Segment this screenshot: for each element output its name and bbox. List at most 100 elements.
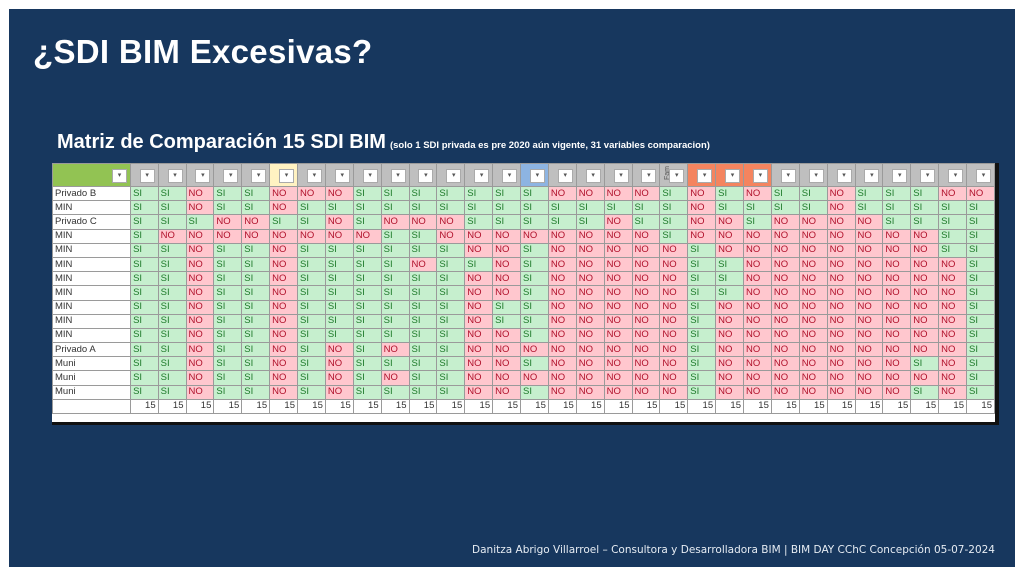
cell-no[interactable]: NO [575, 228, 605, 244]
total-cell[interactable]: 15 [966, 398, 995, 415]
cell-no[interactable]: NO [882, 327, 912, 344]
dropdown-arrow-icon[interactable]: ▾ [920, 169, 936, 183]
cell-no[interactable]: NO [826, 214, 856, 230]
cell-si[interactable]: SI [130, 384, 159, 400]
cell-si[interactable]: SI [130, 313, 159, 329]
cell-no[interactable]: NO [324, 370, 354, 386]
cell-si[interactable]: SI [324, 200, 354, 216]
cell-no[interactable]: NO [269, 356, 298, 372]
cell-no[interactable]: NO [687, 214, 717, 230]
header-filter-cell[interactable]: ▾ [603, 163, 633, 187]
cell-no[interactable]: NO [603, 313, 633, 329]
total-cell[interactable]: 15 [464, 398, 494, 415]
cell-no[interactable]: NO [603, 285, 633, 301]
cell-si[interactable]: SI [436, 200, 466, 216]
cell-si[interactable]: SI [436, 185, 466, 202]
header-filter-cell[interactable]: ▾ [715, 163, 744, 187]
cell-si[interactable]: SI [213, 256, 243, 273]
cell-si[interactable]: SI [659, 185, 689, 202]
cell-no[interactable]: NO [743, 285, 772, 301]
cell-no[interactable]: NO [324, 214, 354, 230]
cell-no[interactable]: NO [910, 271, 940, 287]
cell-si[interactable]: SI [213, 285, 243, 301]
cell-no[interactable]: NO [492, 342, 521, 358]
cell-no[interactable]: NO [297, 228, 326, 244]
cell-no[interactable]: NO [659, 370, 689, 386]
total-cell[interactable]: 15 [631, 398, 661, 415]
cell-si[interactable]: SI [130, 185, 159, 202]
dropdown-arrow-icon[interactable]: ▾ [279, 169, 294, 183]
cell-no[interactable]: NO [464, 356, 494, 372]
cell-no[interactable]: NO [798, 313, 828, 329]
cell-no[interactable]: NO [770, 356, 800, 372]
cell-si[interactable]: SI [157, 313, 187, 329]
cell-si[interactable]: SI [436, 370, 466, 386]
cell-si[interactable]: SI [575, 200, 605, 216]
cell-no[interactable]: NO [882, 256, 912, 273]
cell-si[interactable]: SI [520, 271, 549, 287]
cell-si[interactable]: SI [687, 327, 717, 344]
header-filter-cell[interactable]: ▾ [352, 163, 382, 187]
cell-no[interactable]: NO [324, 185, 354, 202]
cell-si[interactable]: SI [464, 185, 494, 202]
cell-si[interactable]: SI [854, 185, 884, 202]
cell-no[interactable]: NO [352, 228, 382, 244]
cell-no[interactable]: NO [269, 299, 298, 315]
dropdown-arrow-icon[interactable]: ▾ [362, 169, 378, 183]
header-filter-cell[interactable]: ▾ [882, 163, 912, 187]
cell-no[interactable]: NO [854, 228, 884, 244]
cell-no[interactable]: NO [631, 285, 661, 301]
cell-no[interactable]: NO [910, 256, 940, 273]
dropdown-arrow-icon[interactable]: ▾ [976, 169, 991, 183]
cell-si[interactable]: SI [297, 299, 326, 315]
cell-no[interactable]: NO [603, 327, 633, 344]
cell-si[interactable]: SI [130, 285, 159, 301]
cell-si[interactable]: SI [213, 356, 243, 372]
cell-si[interactable]: SI [380, 285, 410, 301]
cell-no[interactable]: NO [743, 242, 772, 258]
cell-si[interactable]: SI [380, 242, 410, 258]
cell-no[interactable]: NO [269, 285, 298, 301]
cell-no[interactable]: NO [938, 299, 967, 315]
row-label[interactable]: Privado B [51, 185, 132, 202]
cell-si[interactable]: SI [297, 327, 326, 344]
cell-no[interactable]: NO [157, 228, 187, 244]
cell-si[interactable]: SI [157, 384, 187, 400]
cell-si[interactable]: SI [213, 370, 243, 386]
cell-no[interactable]: NO [575, 384, 605, 400]
cell-no[interactable]: NO [575, 327, 605, 344]
cell-no[interactable]: NO [547, 327, 577, 344]
cell-si[interactable]: SI [547, 200, 577, 216]
cell-no[interactable]: NO [715, 327, 744, 344]
cell-no[interactable]: NO [520, 228, 549, 244]
cell-si[interactable]: SI [297, 342, 326, 358]
header-filter-cell[interactable]: ▾ [408, 163, 438, 187]
cell-no[interactable]: NO [436, 228, 466, 244]
cell-no[interactable]: NO [603, 299, 633, 315]
cell-si[interactable]: SI [966, 271, 995, 287]
dropdown-arrow-icon[interactable]: ▾ [474, 169, 490, 183]
cell-no[interactable]: NO [185, 185, 215, 202]
cell-no[interactable]: NO [770, 370, 800, 386]
cell-si[interactable]: SI [352, 384, 382, 400]
total-cell[interactable]: 15 [352, 398, 382, 415]
header-filter-cell[interactable]: ▾ [157, 163, 187, 187]
cell-si[interactable]: SI [157, 200, 187, 216]
cell-no[interactable]: NO [575, 242, 605, 258]
header-filter-cell[interactable]: ▾ [743, 163, 772, 187]
cell-no[interactable]: NO [464, 285, 494, 301]
cell-si[interactable]: SI [157, 299, 187, 315]
dropdown-arrow-icon[interactable]: ▾ [864, 169, 880, 183]
cell-no[interactable]: NO [715, 242, 744, 258]
cell-no[interactable]: NO [631, 356, 661, 372]
cell-si[interactable]: SI [241, 185, 271, 202]
cell-si[interactable]: SI [687, 271, 717, 287]
dropdown-arrow-icon[interactable]: ▾ [725, 169, 740, 183]
cell-si[interactable]: SI [882, 214, 912, 230]
cell-si[interactable]: SI [715, 185, 744, 202]
cell-no[interactable]: NO [185, 271, 215, 287]
cell-no[interactable]: NO [910, 242, 940, 258]
cell-no[interactable]: NO [854, 370, 884, 386]
cell-no[interactable]: NO [715, 299, 744, 315]
cell-si[interactable]: SI [687, 356, 717, 372]
